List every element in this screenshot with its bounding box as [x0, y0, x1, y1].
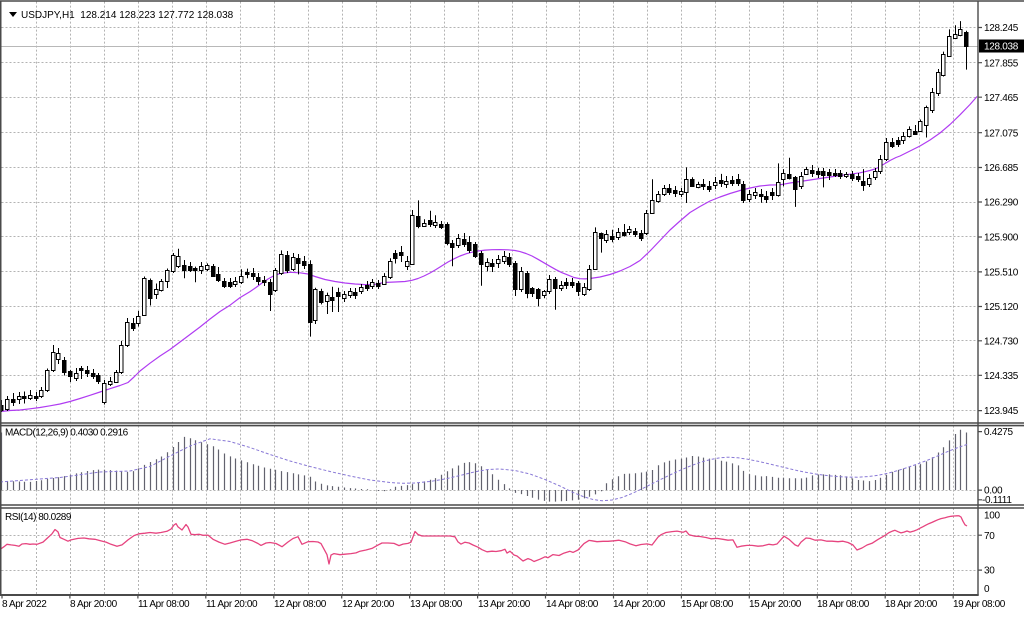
svg-text:125.510: 125.510: [984, 268, 1019, 279]
svg-text:USDJPY,H1 128.214 128.223 127: USDJPY,H1 128.214 128.223 127.772 128.03…: [21, 10, 234, 21]
svg-text:126.290: 126.290: [984, 198, 1019, 209]
svg-text:12 Apr 08:00: 12 Apr 08:00: [274, 599, 327, 610]
svg-text:0.4275: 0.4275: [984, 427, 1014, 438]
svg-text:12 Apr 20:00: 12 Apr 20:00: [342, 599, 395, 610]
svg-text:0: 0: [984, 584, 990, 595]
svg-text:125.120: 125.120: [984, 302, 1019, 313]
svg-text:-0.1111: -0.1111: [982, 495, 1012, 506]
svg-text:126.685: 126.685: [984, 163, 1019, 174]
svg-text:18 Apr 20:00: 18 Apr 20:00: [885, 599, 938, 610]
svg-text:11 Apr 08:00: 11 Apr 08:00: [138, 599, 190, 610]
svg-text:8 Apr 20:00: 8 Apr 20:00: [70, 599, 118, 610]
svg-text:30: 30: [984, 565, 995, 576]
svg-text:RSI(14) 80.0289: RSI(14) 80.0289: [5, 512, 72, 523]
svg-text:0.00: 0.00: [984, 486, 1003, 497]
svg-text:MACD(12,26,9) 0.4030 0.2916: MACD(12,26,9) 0.4030 0.2916: [5, 427, 129, 438]
svg-text:124.730: 124.730: [984, 336, 1019, 347]
svg-text:14 Apr 20:00: 14 Apr 20:00: [613, 599, 666, 610]
svg-text:127.465: 127.465: [984, 93, 1019, 104]
svg-text:15 Apr 08:00: 15 Apr 08:00: [681, 599, 734, 610]
svg-text:11 Apr 20:00: 11 Apr 20:00: [206, 599, 258, 610]
svg-text:128.245: 128.245: [984, 23, 1019, 34]
svg-text:70: 70: [984, 531, 995, 542]
svg-text:15 Apr 20:00: 15 Apr 20:00: [749, 599, 802, 610]
svg-text:125.900: 125.900: [984, 233, 1019, 244]
svg-text:100: 100: [984, 511, 1001, 522]
svg-text:13 Apr 08:00: 13 Apr 08:00: [410, 599, 463, 610]
svg-text:127.075: 127.075: [984, 128, 1019, 139]
svg-text:13 Apr 20:00: 13 Apr 20:00: [478, 599, 531, 610]
svg-text:8 Apr 2022: 8 Apr 2022: [2, 599, 47, 610]
svg-text:124.335: 124.335: [984, 371, 1019, 382]
svg-text:127.855: 127.855: [984, 58, 1019, 69]
svg-text:19 Apr 08:00: 19 Apr 08:00: [953, 599, 1006, 610]
svg-text:128.038: 128.038: [984, 42, 1019, 53]
svg-text:18 Apr 08:00: 18 Apr 08:00: [817, 599, 870, 610]
svg-text:14 Apr 08:00: 14 Apr 08:00: [546, 599, 599, 610]
svg-text:123.945: 123.945: [984, 406, 1019, 417]
